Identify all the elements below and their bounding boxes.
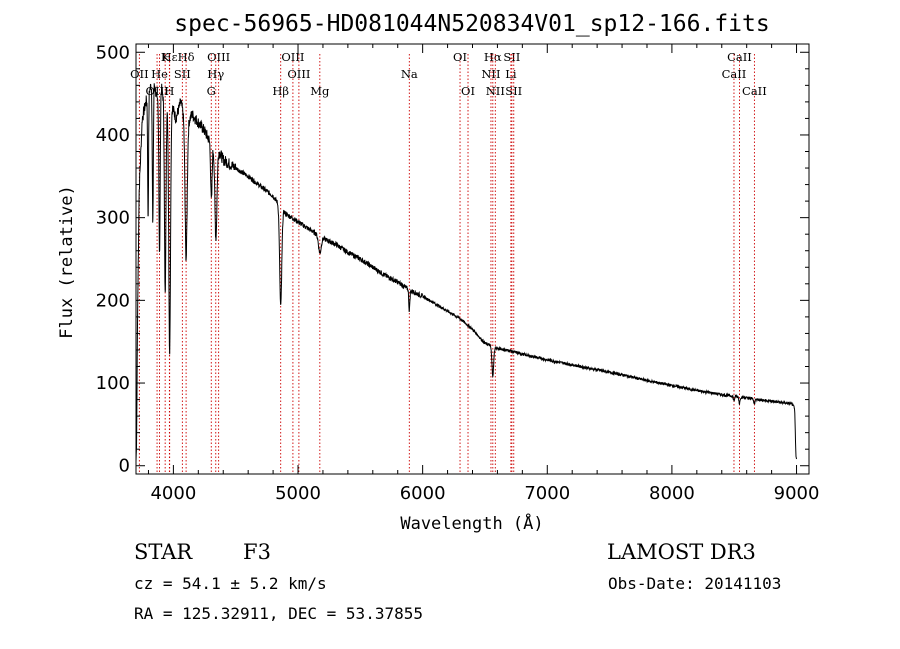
line-marker-label: CaII xyxy=(742,84,767,98)
x-tick-label: 9000 xyxy=(774,483,820,504)
line-marker-label: Hα xyxy=(484,50,502,64)
line-marker-label: CaII xyxy=(722,67,747,81)
plot-frame xyxy=(135,43,810,475)
line-marker-label: H xyxy=(164,84,174,98)
y-tick-label: 100 xyxy=(96,373,130,394)
line-marker-label: SII xyxy=(503,50,520,64)
line-marker-label: OI xyxy=(453,50,467,64)
spectral-subclass: F3 xyxy=(243,540,271,564)
chart-title: spec-56965-HD081044N520834V01_sp12-166.f… xyxy=(174,11,769,37)
survey-name: LAMOST DR3 xyxy=(607,540,756,564)
x-axis-label: Wavelength (Å) xyxy=(400,512,543,534)
line-marker-label: K xyxy=(161,50,170,64)
line-marker-label: OIII xyxy=(287,67,310,81)
line-marker-label: NII xyxy=(481,67,500,81)
line-marker-label: Hδ xyxy=(178,50,195,64)
y-axis-label: Flux (relative) xyxy=(57,185,77,339)
line-marker-label: Li xyxy=(505,67,517,81)
spectrum-series-line xyxy=(135,83,797,462)
line-marker-label: He xyxy=(151,67,168,81)
x-tick-label: 4000 xyxy=(150,483,196,504)
x-tick-label: 5000 xyxy=(275,483,321,504)
line-marker-label: OIII xyxy=(207,50,230,64)
line-marker-label: Mg xyxy=(310,84,330,98)
line-marker-label: Na xyxy=(401,67,418,81)
object-type: STAR xyxy=(134,540,193,564)
y-tick-label: 0 xyxy=(119,456,130,477)
observation-date: Obs-Date: 20141103 xyxy=(608,574,782,593)
x-tick-label: 6000 xyxy=(400,483,446,504)
sky-coordinates: RA = 125.32911, DEC = 53.37855 xyxy=(134,604,423,623)
line-marker-label: SII xyxy=(505,84,522,98)
axis-ticks: 4000 5000 6000 7000 8000 9000 0 100 200 300 400 500 xyxy=(96,42,820,504)
line-marker-label: NII xyxy=(486,84,505,98)
y-tick-label: 300 xyxy=(96,208,130,229)
y-tick-label: 200 xyxy=(96,290,130,311)
line-marker-label: Hγ xyxy=(207,67,224,81)
y-tick-label: 400 xyxy=(96,125,130,146)
line-marker-label: OII xyxy=(130,67,149,81)
redshift-cz: cz = 54.1 ± 5.2 km/s xyxy=(134,574,327,593)
line-marker-label: CaII xyxy=(727,50,752,64)
line-marker-label: Hβ xyxy=(272,84,289,98)
x-tick-label: 8000 xyxy=(649,483,695,504)
line-marker-label: OI xyxy=(461,84,475,98)
y-tick-label: 500 xyxy=(96,42,130,63)
line-marker-label: SII xyxy=(174,67,191,81)
line-marker-label: Hε xyxy=(162,50,178,64)
line-marker-label: G xyxy=(207,84,216,98)
line-marker-label: OIII xyxy=(281,50,304,64)
x-tick-label: 7000 xyxy=(524,483,570,504)
